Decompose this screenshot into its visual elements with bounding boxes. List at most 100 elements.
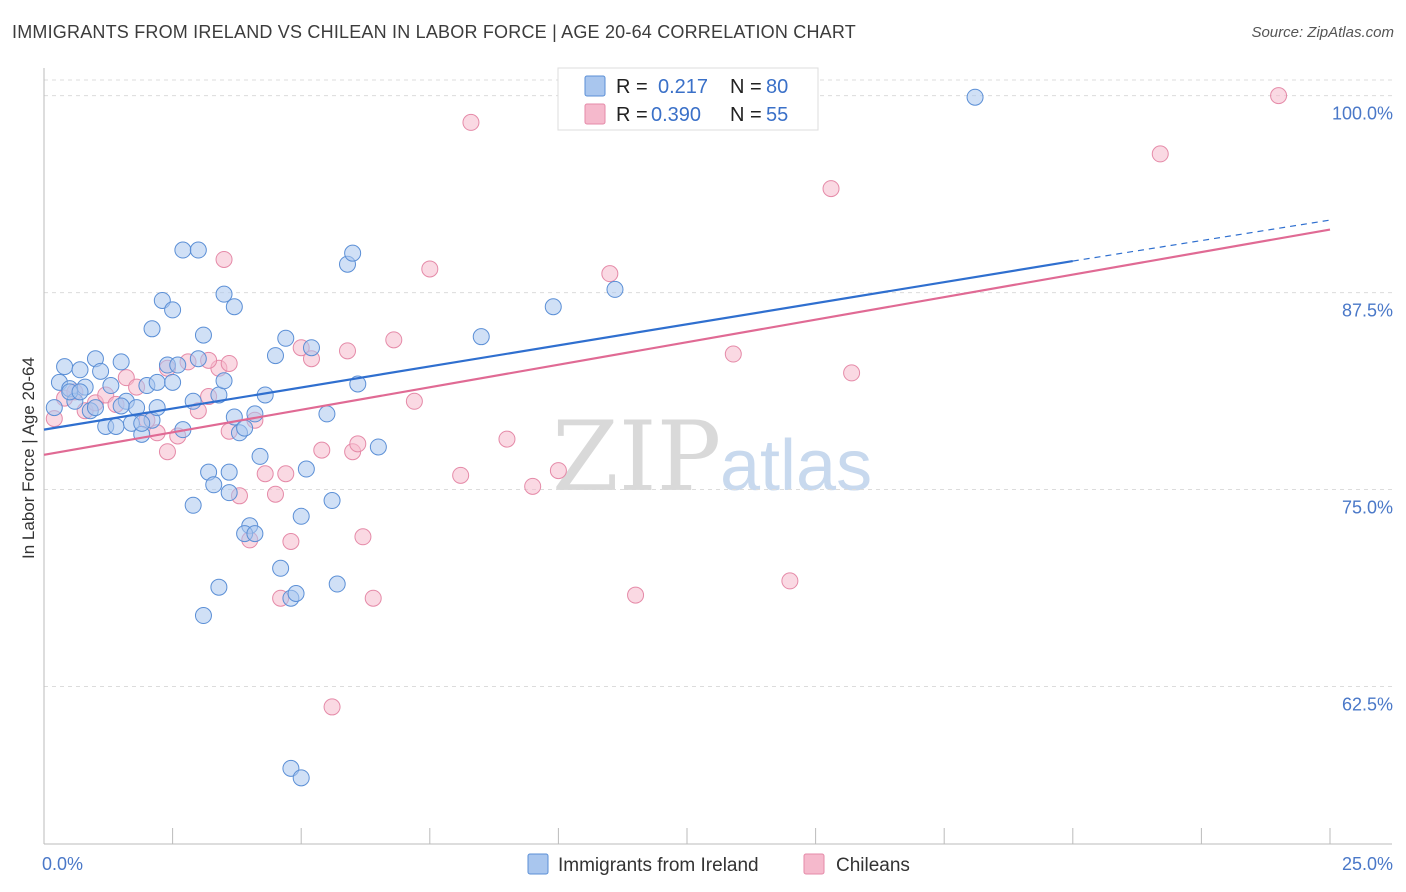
ireland-point (302, 339, 320, 357)
watermark: ZIP atlas (552, 401, 872, 513)
chileans-point (266, 485, 284, 503)
chileans-point (498, 430, 516, 448)
chileans-point (405, 392, 423, 410)
legend-r-value-ireland: 0.217 (658, 76, 708, 98)
ireland-point (292, 769, 310, 787)
ireland-point (169, 356, 187, 374)
ireland-point (225, 298, 243, 316)
chileans-point (256, 465, 274, 483)
ireland-point (71, 361, 89, 379)
chileans-point (843, 364, 861, 382)
ireland-point (112, 353, 130, 371)
chileans-point (549, 462, 567, 480)
ireland-point (174, 241, 192, 259)
ireland-point (148, 373, 166, 391)
ireland-point (56, 358, 74, 376)
ireland-point (544, 298, 562, 316)
chileans-point (215, 250, 233, 268)
ireland-point (966, 88, 984, 106)
bottom-legend-swatch-chileans (803, 853, 825, 875)
ireland-point (272, 559, 290, 577)
y-tick-label: 87.5% (1342, 301, 1393, 321)
ireland-point (215, 372, 233, 390)
ireland-trend-extension (1072, 219, 1331, 262)
watermark-zip: ZIP (552, 401, 721, 513)
ireland-point (287, 584, 305, 602)
bottom-legend-swatch-ireland (527, 853, 549, 875)
legend-n-label-ireland: N = (730, 76, 762, 98)
ireland-point (133, 414, 151, 432)
ireland-point (143, 320, 161, 338)
ireland-point (71, 383, 89, 401)
ireland-point (318, 405, 336, 423)
ireland-point (472, 328, 490, 346)
ireland-point (369, 438, 387, 456)
ireland-point (189, 241, 207, 259)
ireland-point (297, 460, 315, 478)
ireland-point (102, 377, 120, 395)
ireland-point (328, 575, 346, 593)
ireland-point (148, 399, 166, 417)
ireland-point (215, 285, 233, 303)
ireland-point (45, 399, 63, 417)
ireland-point (107, 417, 125, 435)
ireland-point (184, 496, 202, 514)
ireland-point (220, 463, 238, 481)
legend-swatch-ireland (584, 75, 606, 97)
legend-r-label-chileans: R = (616, 104, 648, 126)
chart-title: IMMIGRANTS FROM IRELAND VS CHILEAN IN LA… (12, 22, 856, 42)
ireland-point (236, 419, 254, 437)
chileans-point (385, 331, 403, 349)
gridlines (44, 79, 1392, 687)
chileans-point (1151, 145, 1169, 163)
chileans-point (524, 477, 542, 495)
series-legend: Immigrants from Ireland Chileans (527, 853, 910, 876)
chileans-point (627, 586, 645, 604)
chileans-point (323, 698, 341, 716)
ireland-point (86, 399, 104, 417)
ireland-point (292, 507, 310, 525)
chileans-point (781, 572, 799, 590)
chileans-point (462, 113, 480, 131)
ireland-point (210, 578, 228, 596)
stats-legend: R = 0.217 N = 80 R = 0.390 N = 55 (557, 67, 819, 131)
source-label: Source: ZipAtlas.com (1251, 24, 1394, 41)
bottom-legend-label-chileans: Chileans (836, 855, 910, 876)
watermark-atlas: atlas (720, 426, 872, 506)
chileans-point (724, 345, 742, 363)
trend-lines (43, 219, 1331, 456)
legend-n-value-ireland: 80 (766, 76, 788, 98)
ireland-point (266, 347, 284, 365)
ireland-point (164, 301, 182, 319)
y-tick-label: 62.5% (1342, 694, 1393, 714)
ireland-point (344, 244, 362, 262)
chileans-point (822, 180, 840, 198)
chileans-point (421, 260, 439, 278)
chileans-point (1270, 87, 1288, 105)
x-tick-labels: 0.0% 25.0% (42, 854, 1393, 874)
y-axis-title: In Labor Force | Age 20-64 (19, 357, 38, 559)
bottom-legend-label-ireland: Immigrants from Ireland (558, 855, 759, 876)
legend-r-value-chileans: 0.390 (651, 104, 701, 126)
x-tick-label-left: 0.0% (42, 854, 83, 874)
chileans-point (158, 443, 176, 461)
ireland-point (205, 476, 223, 494)
ireland-point (251, 447, 269, 465)
chileans-point (364, 589, 382, 607)
x-tick-label-right: 25.0% (1342, 854, 1393, 874)
chileans-point (220, 354, 238, 372)
legend-n-value-chileans: 55 (766, 104, 788, 126)
y-tick-label: 100.0% (1332, 104, 1393, 124)
ireland-trend-line (43, 259, 1073, 431)
chileans-point (313, 441, 331, 459)
chileans-point (277, 465, 295, 483)
chileans-point (452, 466, 470, 484)
chileans-point (601, 265, 619, 283)
ireland-point (606, 280, 624, 298)
chileans-point (338, 342, 356, 360)
ireland-point (189, 350, 207, 368)
chileans-point (282, 533, 300, 551)
ireland-point (323, 492, 341, 510)
legend-n-label-chileans: N = (730, 104, 762, 126)
